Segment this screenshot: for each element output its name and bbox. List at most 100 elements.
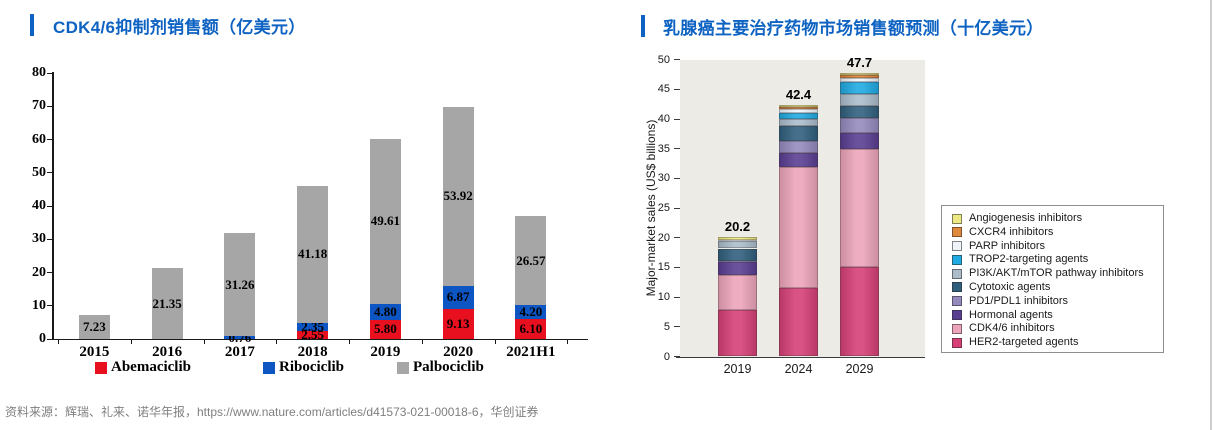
y-axis-tick-label: 40 <box>657 113 670 126</box>
value-label: 4.20 <box>519 303 543 319</box>
legend-swatch <box>95 362 107 374</box>
legend-item: PARP inhibitors <box>952 240 1157 254</box>
legend-swatch <box>263 362 275 374</box>
bar-segment <box>224 232 256 337</box>
legend-item: HER2-targeted agents <box>952 336 1157 350</box>
bar-segment <box>840 106 879 118</box>
value-label: 4.80 <box>374 303 397 319</box>
total-label: 20.2 <box>724 218 751 234</box>
x-axis-label: 2024 <box>784 362 813 376</box>
breast-cancer-market-chart: 0 5 10 15 20 25 30 35 40 45 50 20.2 2019 42.4 2024 47.7… <box>657 53 1164 376</box>
y-axis-tickmark <box>674 207 680 209</box>
right-title-accent-bar <box>641 15 645 37</box>
x-axis-tickmark <box>349 340 350 344</box>
bar-segment <box>840 94 879 107</box>
value-label: 53.92 <box>443 188 473 204</box>
y-axis-tickmark <box>674 237 680 239</box>
y-axis-tick-label: 30 <box>32 231 46 247</box>
bar-segment <box>224 336 256 339</box>
y-axis-tickmark <box>674 266 680 268</box>
y-axis-tick-label: 50 <box>657 53 670 66</box>
legend-item: TROP2-targeting agents <box>952 253 1157 267</box>
x-axis-tickmark <box>494 340 496 344</box>
x-axis-label: 2019 <box>370 344 401 360</box>
y-axis-tickmark <box>674 177 680 179</box>
legend-label: PI3K/AKT/mTOR pathway inhibitors <box>969 267 1144 280</box>
bar-segment <box>718 241 757 249</box>
y-axis-tick-label: 30 <box>657 172 670 185</box>
y-axis-tickmark <box>47 205 52 207</box>
legend-label: Cytotoxic agents <box>969 280 1051 293</box>
y-axis-tick-label: 45 <box>657 83 670 96</box>
x-axis-label: 2029 <box>845 362 874 376</box>
bar-segment <box>442 308 474 339</box>
legend-swatch <box>952 241 962 252</box>
legend-swatch <box>952 296 962 307</box>
y-axis-line <box>52 72 54 340</box>
y-axis-tick-label: 35 <box>657 142 670 155</box>
legend-swatch <box>952 213 962 224</box>
legend-label: TROP2-targeting agents <box>969 253 1089 266</box>
value-label: 6.87 <box>446 289 470 305</box>
value-label: 49.61 <box>370 213 400 229</box>
value-label: 31.26 <box>225 276 255 292</box>
legend-label: Hormonal agents <box>969 308 1053 321</box>
legend-item: CXCR4 inhibitors <box>952 226 1157 240</box>
bar-segment <box>840 266 879 357</box>
legend-item: Hormonal agents <box>952 309 1157 323</box>
legend-box: Angiogenesis inhibitors CXCR4 inhibitors P… <box>941 205 1164 353</box>
cdk46-sales-chart: 0 10 20 30 40 50 60 70 80 7.23 2015 21.35 2016 0.76 31… <box>0 0 630 400</box>
x-axis-label: 2017 <box>224 344 255 360</box>
bar-segment <box>718 239 757 242</box>
bar-segment <box>297 330 329 339</box>
x-axis-tickmark <box>203 340 205 344</box>
y-axis-tickmark <box>47 305 52 307</box>
total-label: 42.4 <box>785 86 812 102</box>
bar-segment <box>718 236 757 240</box>
legend-label: CDK4/6 inhibitors <box>969 322 1055 335</box>
bar-segment <box>718 309 757 357</box>
bar-segment <box>151 268 183 339</box>
y-axis-tickmark <box>47 105 52 107</box>
bar-segment <box>840 81 879 95</box>
y-axis-tick-label: 40 <box>32 198 46 213</box>
x-axis-label: 2015 <box>79 344 110 360</box>
value-label: 9.13 <box>446 315 470 331</box>
bar-segment <box>840 148 879 267</box>
y-axis-tick-label: 10 <box>32 297 46 313</box>
bar-segment <box>779 104 818 107</box>
y-axis-tick-label: 25 <box>657 202 670 215</box>
bar-segment <box>78 314 110 339</box>
bar-segment <box>718 260 757 263</box>
value-label: 7.23 <box>83 318 106 334</box>
x-axis-tickmark <box>421 340 423 344</box>
left-title-accent-bar <box>30 14 34 36</box>
y-axis-tick-label: 50 <box>32 164 46 180</box>
bar-segment <box>779 118 818 127</box>
x-axis-line <box>676 356 925 358</box>
legend-item: Cytotoxic agents <box>952 281 1157 295</box>
bar-segment <box>297 322 329 331</box>
legend-swatch <box>952 337 962 348</box>
value-label: 41.18 <box>298 246 328 262</box>
x-axis-label: 2016 <box>152 344 183 360</box>
legend-swatch <box>397 362 409 374</box>
y-axis-tickmark <box>674 326 680 328</box>
legend-swatch <box>952 268 962 279</box>
bar-segment <box>442 106 474 286</box>
legend-item: Ribociclib <box>263 359 413 375</box>
legend-label: CXCR4 inhibitors <box>969 225 1054 238</box>
legend-label: HER2-targeted agents <box>969 336 1079 349</box>
legend-item: Angiogenesis inhibitors <box>952 212 1157 226</box>
y-axis-tickmark <box>674 118 680 120</box>
legend-swatch <box>952 323 962 334</box>
right-chart-title: 乳腺癌主要治疗药物市场销售额预测（十亿美元） <box>663 19 1044 38</box>
x-axis-label: 2021H1 <box>506 344 556 360</box>
y-axis-tick-label: 70 <box>32 98 46 114</box>
bar-segment <box>297 185 329 323</box>
bar-segment <box>369 138 401 304</box>
bar-segment <box>515 318 547 339</box>
value-label: 6.10 <box>519 320 543 336</box>
y-axis-tickmark <box>674 59 680 61</box>
total-label: 47.7 <box>846 55 873 71</box>
